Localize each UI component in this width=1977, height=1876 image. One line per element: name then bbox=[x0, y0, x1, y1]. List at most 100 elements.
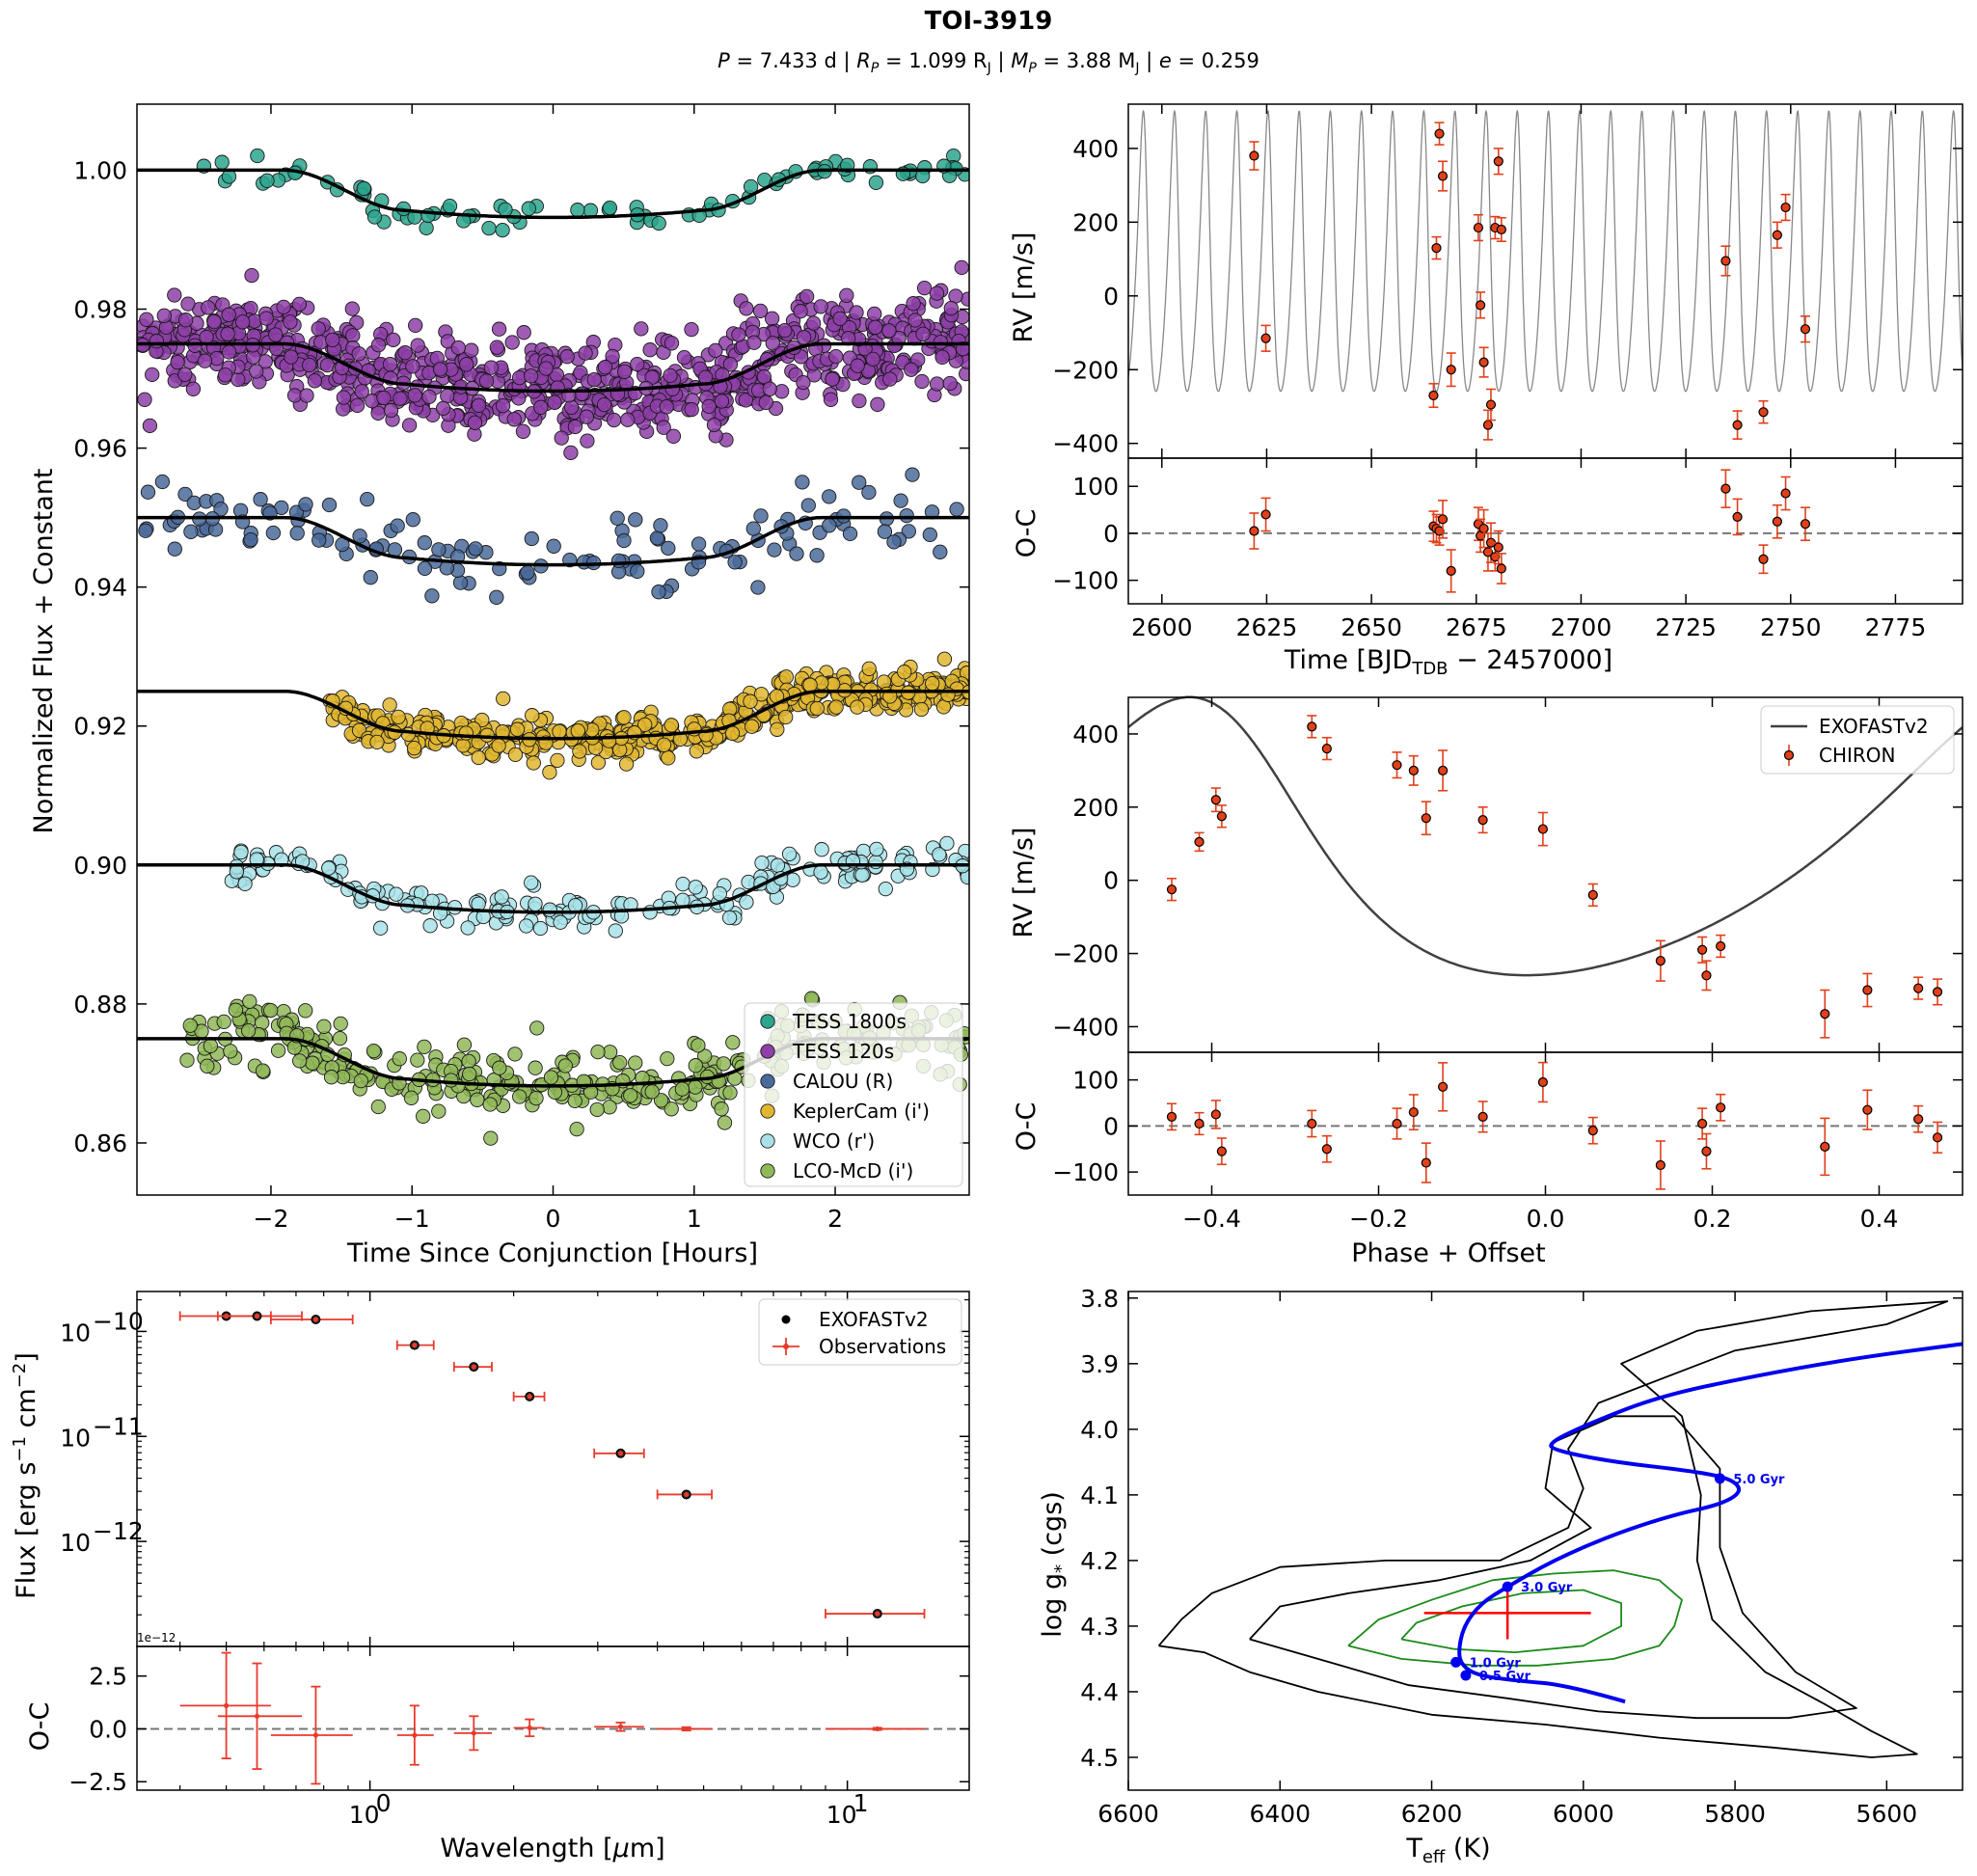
transit-point bbox=[291, 296, 308, 313]
transit-point bbox=[939, 835, 955, 852]
hrd-plot-area bbox=[1128, 1291, 1963, 1790]
rv-time-point bbox=[1478, 357, 1489, 367]
sed-y-tick-label: 10 bbox=[60, 1424, 91, 1452]
transit-point bbox=[349, 397, 366, 414]
transit-point bbox=[602, 1100, 617, 1115]
transit-point bbox=[440, 388, 455, 404]
transit-point bbox=[770, 721, 785, 737]
sed-resid-point bbox=[617, 1724, 624, 1729]
transit-point bbox=[220, 326, 235, 341]
transit-point bbox=[450, 340, 466, 356]
transit-point bbox=[634, 321, 649, 337]
rv-phase-point bbox=[1716, 940, 1726, 952]
transit-point bbox=[618, 756, 635, 772]
transit-point bbox=[149, 334, 165, 349]
transit-point bbox=[292, 1053, 308, 1069]
transit-point bbox=[805, 315, 822, 331]
transit-point bbox=[793, 304, 808, 319]
transit-point bbox=[932, 847, 947, 862]
rv-time-point bbox=[1496, 224, 1506, 235]
transit-point bbox=[529, 1020, 545, 1036]
rv-phase-x-tick-label: 0.2 bbox=[1693, 1205, 1732, 1233]
transit-point bbox=[731, 327, 746, 342]
transit-point bbox=[754, 855, 770, 871]
rv-phase-point bbox=[1421, 813, 1431, 824]
sed-resid-y-tick-label: 2.5 bbox=[89, 1663, 127, 1691]
transit-point bbox=[417, 1039, 432, 1055]
transit-point bbox=[630, 356, 645, 372]
transit-point bbox=[180, 296, 196, 312]
transit-point bbox=[904, 362, 919, 377]
hrd-age-marker bbox=[1460, 1670, 1472, 1681]
transit-point bbox=[664, 336, 680, 351]
transit-point bbox=[609, 510, 625, 526]
hrd-x-tick-label: 6600 bbox=[1097, 1800, 1159, 1828]
transit-point bbox=[796, 374, 811, 391]
transit-point bbox=[366, 1043, 382, 1059]
transit-point bbox=[366, 209, 383, 225]
transit-point bbox=[739, 894, 754, 910]
sed-resid-point bbox=[527, 1725, 532, 1730]
rv-phase-resid-point bbox=[1587, 1126, 1598, 1136]
transit-point bbox=[712, 885, 727, 902]
transit-point bbox=[519, 918, 534, 934]
transit-point bbox=[765, 336, 780, 351]
sed-resid-y-tick-label: 0.0 bbox=[89, 1715, 127, 1743]
sed-y-tick-exponent: −11 bbox=[93, 1412, 144, 1440]
transit-point bbox=[897, 665, 912, 680]
transit-point bbox=[949, 502, 964, 517]
transit-point bbox=[228, 1002, 244, 1018]
transit-point bbox=[608, 923, 623, 938]
rv-phase-resid-point bbox=[1166, 1111, 1178, 1122]
transit-point bbox=[868, 319, 883, 335]
transit-point bbox=[688, 1058, 703, 1074]
sed-ylabel: Flux [erg s−1 cm−2] bbox=[10, 1352, 41, 1599]
transit-point bbox=[574, 386, 589, 401]
transit-point bbox=[351, 346, 366, 362]
transit-point bbox=[483, 1130, 499, 1146]
rv-phase-point bbox=[1820, 1009, 1830, 1020]
transit-point bbox=[521, 201, 536, 216]
transit-point bbox=[542, 765, 557, 780]
sed-legend-model: EXOFASTv2 bbox=[819, 1308, 929, 1331]
transit-point bbox=[170, 354, 185, 370]
rv-time-resid-point bbox=[1720, 483, 1731, 494]
rv-phase-resid-y-tick-label: 0 bbox=[1103, 1112, 1119, 1140]
rv-time-resid-y-tick-label: −100 bbox=[1052, 567, 1119, 595]
transit-point bbox=[259, 173, 275, 188]
sed-x-tick-exponent: 1 bbox=[853, 1789, 869, 1817]
transit-point bbox=[468, 541, 483, 557]
transit-point bbox=[691, 1038, 706, 1053]
transit-point bbox=[628, 1055, 643, 1071]
transit-point bbox=[528, 896, 543, 911]
transit-legend-marker bbox=[760, 1044, 775, 1059]
transit-y-tick-label: 0.94 bbox=[73, 574, 127, 602]
rv-phase-point bbox=[1408, 765, 1419, 775]
transit-point bbox=[299, 388, 314, 403]
transit-point bbox=[563, 399, 580, 415]
transit-point bbox=[597, 360, 613, 375]
rv-time-resid-ylabel: O-C bbox=[1012, 509, 1042, 558]
transit-point bbox=[578, 345, 593, 361]
transit-x-tick-label: −2 bbox=[254, 1205, 289, 1233]
transit-point bbox=[868, 175, 884, 190]
transit-point bbox=[494, 889, 509, 905]
rv-phase-point bbox=[1913, 983, 1924, 993]
transit-point bbox=[372, 920, 389, 936]
transit-x-tick-label: 2 bbox=[827, 1205, 843, 1233]
figure-subtitle: P = 7.433 d | RP = 1.099 RJ | MP = 3.88 … bbox=[718, 49, 1259, 76]
sed-resid-point bbox=[254, 1713, 260, 1719]
rv-time-point bbox=[1260, 333, 1271, 343]
transit-point bbox=[867, 306, 882, 322]
transit-point bbox=[906, 296, 921, 312]
rv-time-point bbox=[1473, 222, 1484, 233]
transit-point bbox=[623, 1088, 638, 1103]
rv-time-resid-point bbox=[1249, 526, 1259, 536]
transit-y-tick-label: 0.90 bbox=[73, 852, 127, 880]
rv-phase-y-tick-label: 400 bbox=[1072, 720, 1119, 748]
rv-phase-ylabel: RV [m/s] bbox=[1009, 828, 1039, 938]
transit-point bbox=[370, 405, 386, 421]
transit-point bbox=[177, 367, 193, 382]
transit-point bbox=[572, 744, 587, 759]
transit-point bbox=[628, 512, 643, 528]
